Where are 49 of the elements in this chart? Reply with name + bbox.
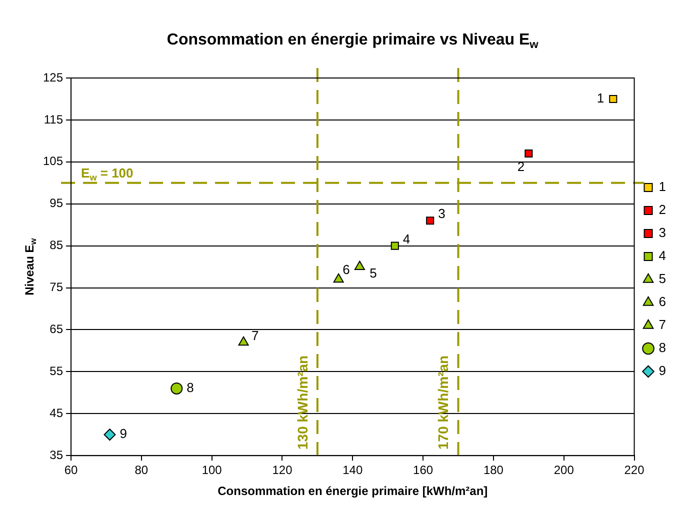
x-tick-label: 100 xyxy=(202,463,222,478)
legend-label: 8 xyxy=(658,340,666,356)
text: 5 xyxy=(370,265,377,280)
point xyxy=(609,94,618,104)
ref-line-label: 130 kWh/m²an xyxy=(294,355,310,450)
point xyxy=(524,149,533,158)
text: 9 xyxy=(120,426,127,442)
x-tick-label: 160 xyxy=(413,463,434,478)
point xyxy=(333,273,344,283)
point xyxy=(426,216,434,225)
y-tick-label: 65 xyxy=(50,322,64,336)
legend-label: 7 xyxy=(658,317,666,332)
y-axis-title: Niveau Ew xyxy=(22,238,38,296)
point xyxy=(390,242,399,250)
x-tick-label: 60 xyxy=(64,463,78,478)
y-tick-label: 115 xyxy=(44,112,64,126)
y-tick-label: 35 xyxy=(50,448,64,462)
y-tick-label: 105 xyxy=(42,154,64,168)
legend-label: 5 xyxy=(658,271,666,286)
text: 3 xyxy=(438,206,446,222)
text: 8 xyxy=(186,380,194,396)
point xyxy=(170,382,183,394)
legend-label: 9 xyxy=(658,363,666,378)
y-tick-label: 75 xyxy=(50,280,64,294)
x-tick-label: 80 xyxy=(134,463,148,478)
legend-label: 2 xyxy=(658,202,666,218)
text: 6 xyxy=(342,262,350,277)
y-tick-label: 55 xyxy=(50,364,64,378)
legend-label: 3 xyxy=(658,225,666,240)
text: 7 xyxy=(252,328,259,343)
point xyxy=(104,428,116,441)
x-tick-label: 180 xyxy=(483,463,504,478)
x-tick-label: 220 xyxy=(624,463,645,478)
x-tick-label: 120 xyxy=(272,463,293,478)
legend-label: 1 xyxy=(658,179,666,194)
text: 1 xyxy=(596,90,604,106)
x-axis-title: Consommation en énergie primaire [kWh/m²an] xyxy=(218,484,488,498)
y-tick-label: 85 xyxy=(50,238,64,252)
legend-label: 4 xyxy=(658,248,666,264)
x-tick-label: 200 xyxy=(554,463,574,478)
point xyxy=(354,260,365,270)
ref-line-label: 170 kWh/m²an xyxy=(435,355,452,450)
y-tick-label: 125 xyxy=(42,70,64,84)
x-tick-label: 140 xyxy=(342,463,363,478)
text: 4 xyxy=(402,231,410,246)
y-tick-label: 45 xyxy=(50,406,64,420)
legend-label: 6 xyxy=(658,294,666,310)
y-tick-label: 95 xyxy=(50,196,64,210)
point xyxy=(238,336,249,346)
